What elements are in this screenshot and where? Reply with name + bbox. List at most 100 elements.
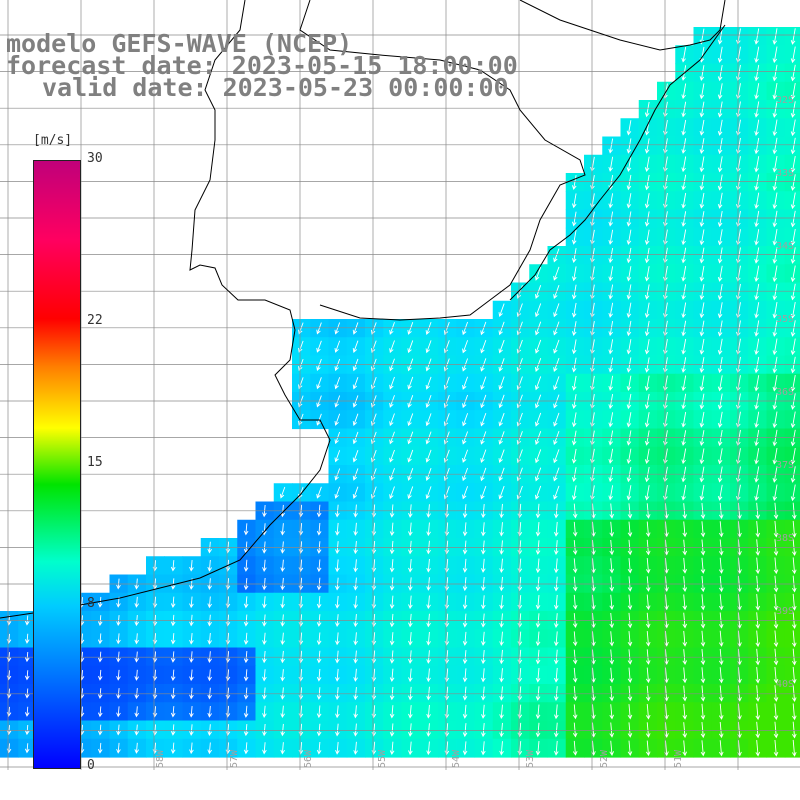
wind-arrow: [644, 284, 650, 300]
wind-arrow: [335, 723, 340, 737]
wind-arrow: [316, 340, 322, 353]
wind-arrow: [627, 558, 633, 574]
wind-arrow: [371, 577, 377, 591]
wind-arrow: [608, 211, 614, 227]
colorbar-unit: [m/s]: [33, 133, 73, 148]
wind-arrow: [773, 703, 779, 721]
wind-arrow: [152, 669, 158, 681]
wind-arrow: [626, 156, 632, 172]
wind-arrow: [609, 576, 615, 592]
wind-arrow: [407, 340, 414, 354]
wind-arrow: [572, 631, 578, 647]
wind-arrow: [425, 486, 432, 500]
wind-arrow: [389, 340, 395, 354]
wind-arrow: [426, 577, 431, 591]
colorbar-tick-label: 30: [87, 151, 103, 166]
wind-arrow: [389, 705, 395, 719]
wind-arrow: [572, 613, 578, 629]
wind-arrow: [608, 375, 614, 391]
wind-arrow: [408, 613, 413, 628]
wind-arrow: [717, 174, 723, 191]
wind-arrow: [609, 667, 615, 683]
wind-cell: [784, 118, 800, 138]
colorbar: [33, 160, 81, 769]
wind-arrow: [517, 741, 523, 756]
wind-arrow: [498, 339, 505, 354]
wind-arrow: [681, 119, 687, 136]
wind-arrow: [644, 339, 650, 355]
wind-arrow: [626, 138, 632, 154]
wind-arrow: [699, 265, 705, 282]
lon-label: 51W: [673, 749, 684, 768]
wind-arrow: [24, 724, 30, 736]
wind-arrow: [609, 631, 615, 647]
wind-arrow: [225, 614, 231, 627]
wind-arrow: [790, 283, 796, 301]
wind-arrow: [772, 192, 778, 210]
wind-arrow: [408, 686, 413, 701]
wind-arrow: [353, 741, 358, 755]
wind-arrow: [790, 247, 796, 264]
wind-arrow: [425, 376, 432, 390]
wind-arrow: [772, 174, 778, 191]
wind-arrow: [170, 560, 176, 572]
wind-arrow: [170, 724, 176, 736]
wind-arrow: [609, 685, 615, 702]
wind-arrow: [517, 686, 523, 701]
lon-label: 52W: [599, 749, 610, 768]
wind-arrow: [717, 229, 723, 246]
wind-arrow: [571, 284, 577, 300]
wind-arrow: [571, 175, 577, 190]
wind-arrow: [335, 687, 340, 701]
wind-arrow: [298, 632, 304, 646]
wind-arrow: [773, 575, 779, 593]
wind-arrow: [170, 614, 176, 627]
wind-arrow: [316, 413, 322, 426]
wind-arrow: [462, 449, 469, 463]
lon-label: 57W: [229, 749, 240, 768]
wind-arrow: [609, 649, 615, 665]
wind-arrow: [371, 559, 377, 573]
wind-arrow: [316, 595, 322, 609]
wind-arrow: [627, 649, 633, 665]
wind-cell: [784, 81, 800, 101]
wind-arrow: [717, 448, 723, 465]
wind-arrow: [316, 522, 322, 536]
wind-arrow: [717, 119, 723, 136]
wind-arrow: [280, 559, 285, 573]
wind-arrow: [717, 265, 723, 282]
wind-arrow: [243, 724, 249, 737]
wind-arrow: [334, 450, 341, 463]
wind-arrow: [699, 448, 705, 465]
wind-arrow: [572, 686, 578, 702]
wind-cell: [784, 446, 800, 466]
wind-arrow: [754, 137, 760, 155]
wind-arrow: [682, 685, 688, 702]
wind-arrow: [116, 578, 121, 590]
wind-arrow: [682, 521, 688, 538]
wind-cell: [784, 373, 800, 393]
wind-arrow: [408, 522, 413, 537]
wind-arrow: [608, 485, 614, 501]
wind-cell: [784, 264, 800, 284]
wind-arrow: [700, 703, 706, 720]
wind-arrow: [462, 631, 468, 646]
wind-cell: [784, 45, 800, 65]
wind-arrow: [626, 284, 632, 300]
wind-arrow: [152, 614, 158, 627]
wind-arrow: [790, 484, 796, 502]
wind-arrow: [755, 740, 761, 757]
wind-arrow: [316, 614, 322, 627]
wind-arrow: [134, 633, 140, 645]
wind-arrow: [571, 302, 577, 318]
wind-arrow: [298, 669, 304, 682]
lat-label: 34S: [775, 241, 794, 252]
wind-arrow: [517, 558, 523, 574]
wind-arrow: [462, 650, 468, 665]
wind-arrow: [554, 613, 559, 628]
wind-arrow: [516, 339, 523, 354]
wind-arrow: [718, 594, 724, 611]
lat-label: 37S: [775, 460, 794, 471]
wind-arrow: [225, 632, 231, 645]
wind-arrow: [97, 651, 103, 663]
